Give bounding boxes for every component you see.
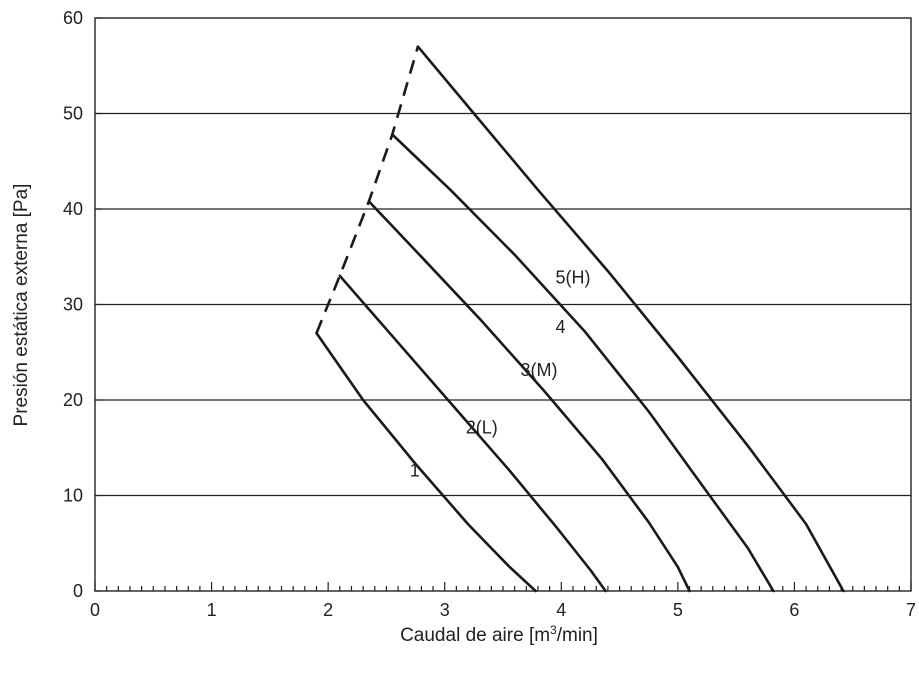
plot-frame	[94, 17, 912, 592]
curve-label-3-m: 3(M)	[520, 360, 557, 380]
x-tick-label-0: 0	[90, 600, 100, 620]
x-axis-title: Caudal de aire [m3/min]	[400, 623, 598, 646]
curve-label-1: 1	[410, 460, 420, 480]
x-tick-label-4: 4	[556, 600, 566, 620]
curve-labels: 1 2(L) 3(M) 4 5(H)	[410, 267, 591, 480]
y-tick-label-20: 20	[63, 390, 83, 410]
curve-2-l	[338, 274, 607, 593]
y-tick-label-0: 0	[73, 581, 83, 601]
y-tick-label-10: 10	[63, 486, 83, 506]
curve-label-2-l: 2(L)	[466, 417, 498, 437]
curve-label-5-h: 5(H)	[555, 267, 590, 287]
x-tick-label-3: 3	[440, 600, 450, 620]
x-tick-label-6: 6	[789, 600, 799, 620]
y-tick-label-30: 30	[63, 295, 83, 315]
max-pressure-envelope	[315, 46, 420, 334]
x-tick-label-2: 2	[323, 600, 333, 620]
curve-3-m	[367, 200, 691, 593]
y-tick-labels: 0 10 20 30 40 50 60	[63, 8, 83, 601]
curve-1	[315, 331, 537, 593]
curve-5-h	[416, 45, 845, 593]
x-tick-label-1: 1	[207, 600, 217, 620]
y-axis-title: Presión estática externa [Pa]	[11, 184, 32, 427]
y-tick-label-50: 50	[63, 104, 83, 124]
gridlines	[95, 112, 911, 497]
y-tick-label-40: 40	[63, 199, 83, 219]
x-tick-labels: 0 1 2 3 4 5 6 7	[90, 600, 916, 620]
curves	[315, 45, 845, 593]
x-tick-label-5: 5	[673, 600, 683, 620]
y-tick-label-60: 60	[63, 8, 83, 28]
x-tick-label-7: 7	[906, 600, 916, 620]
curve-4	[390, 133, 775, 593]
curve-label-4: 4	[555, 317, 565, 337]
